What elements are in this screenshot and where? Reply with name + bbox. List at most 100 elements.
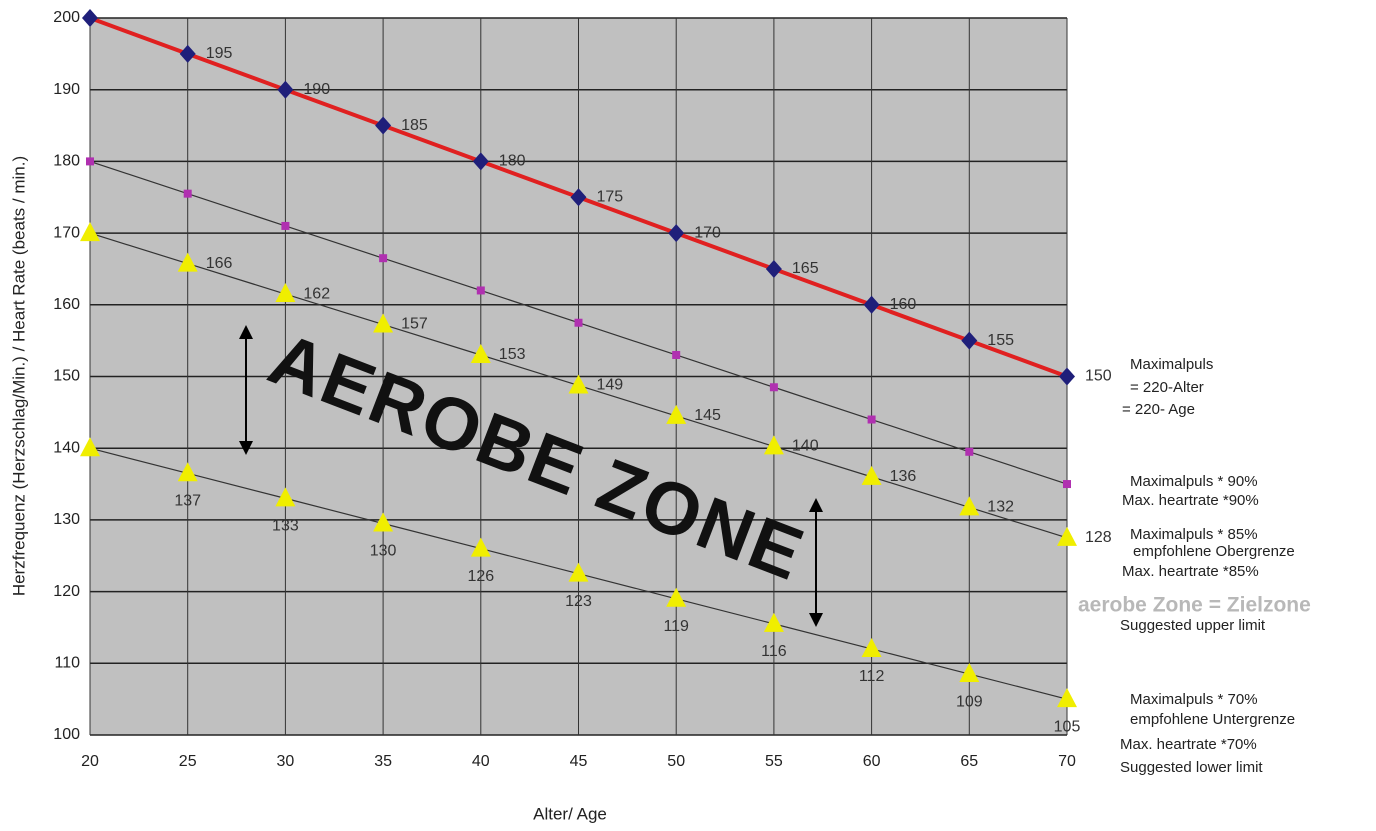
x-tick-label: 70 — [1058, 753, 1076, 770]
data-label: 132 — [987, 499, 1014, 516]
x-tick-label: 60 — [863, 753, 881, 770]
marker — [672, 350, 681, 359]
y-tick-label: 140 — [53, 439, 80, 456]
x-tick-label: 25 — [179, 753, 197, 770]
marker — [574, 318, 583, 327]
x-tick-label: 35 — [374, 753, 392, 770]
data-label: 145 — [694, 407, 721, 424]
data-label: 137 — [174, 493, 201, 510]
y-tick-label: 120 — [53, 583, 80, 600]
marker — [472, 152, 489, 171]
x-tick-label: 40 — [472, 753, 490, 770]
marker — [568, 562, 589, 582]
marker — [80, 222, 100, 242]
x-tick-label: 45 — [570, 753, 588, 770]
x-tick-label: 30 — [277, 753, 295, 770]
marker — [965, 447, 974, 456]
y-tick-label: 150 — [53, 368, 80, 385]
x-axis-title: Alter/ Age — [533, 804, 607, 823]
y-tick-label: 190 — [53, 81, 80, 98]
series-note: Suggested lower limit — [1120, 759, 1263, 776]
marker — [668, 224, 685, 243]
marker — [863, 295, 880, 314]
data-label: 170 — [694, 224, 721, 241]
marker — [177, 252, 198, 272]
data-label: 109 — [956, 693, 983, 710]
x-tick-label: 65 — [960, 753, 978, 770]
marker — [275, 487, 296, 507]
data-label: 150 — [1085, 368, 1112, 385]
marker — [867, 415, 876, 424]
x-tick-label: 55 — [765, 753, 783, 770]
series-note: Suggested upper limit — [1120, 617, 1266, 634]
x-tick-label: 20 — [81, 753, 99, 770]
data-label: 153 — [499, 346, 526, 363]
data-label: 162 — [303, 285, 330, 302]
marker — [82, 9, 98, 27]
y-tick-label: 160 — [53, 296, 80, 313]
data-label: 195 — [206, 45, 233, 62]
series-note: Maximalpuls * 70% — [1130, 691, 1258, 708]
marker — [275, 283, 296, 303]
series-note: Maximalpuls * 90% — [1130, 473, 1258, 490]
marker — [666, 404, 687, 424]
data-label: 175 — [597, 188, 624, 205]
series-note: empfohlene Obergrenze — [1133, 543, 1295, 560]
marker — [861, 465, 882, 485]
x-tick-label: 50 — [667, 753, 685, 770]
data-label: 140 — [792, 438, 819, 455]
series-note: Maximalpuls — [1130, 356, 1213, 373]
marker — [959, 663, 980, 683]
series-note: Max. heartrate *85% — [1122, 563, 1259, 580]
marker — [373, 313, 394, 333]
marker — [470, 343, 491, 363]
marker — [666, 587, 687, 607]
marker — [183, 189, 192, 198]
data-label: 160 — [890, 296, 917, 313]
series-note: Maximalpuls * 85% — [1130, 526, 1258, 543]
data-label: 128 — [1085, 529, 1112, 546]
series-note: empfohlene Untergrenze — [1130, 711, 1295, 728]
series-note: Max. heartrate *70% — [1120, 736, 1257, 753]
data-label: 133 — [272, 518, 299, 535]
data-label: 166 — [206, 255, 233, 272]
data-label: 105 — [1054, 718, 1081, 735]
zone-note: aerobe Zone = Zielzone — [1078, 594, 1311, 617]
marker — [959, 496, 980, 516]
data-label: 112 — [859, 668, 885, 685]
marker — [379, 254, 388, 263]
data-label: 123 — [565, 593, 592, 610]
marker — [277, 80, 294, 99]
marker — [769, 383, 778, 392]
marker — [86, 157, 94, 166]
marker — [570, 188, 587, 207]
marker — [861, 637, 882, 657]
series-note: = 220- Age — [1122, 401, 1195, 418]
marker — [281, 221, 290, 230]
data-label: 126 — [467, 568, 494, 585]
marker — [961, 331, 978, 350]
y-tick-label: 180 — [53, 153, 80, 170]
marker — [179, 44, 196, 63]
marker — [80, 437, 100, 457]
data-label: 119 — [663, 618, 689, 635]
y-tick-label: 130 — [53, 511, 80, 528]
series-note: Max. heartrate *90% — [1122, 492, 1259, 509]
y-tick-label: 110 — [54, 655, 80, 672]
data-label: 136 — [890, 468, 917, 485]
series-note: = 220-Alter — [1130, 379, 1204, 396]
data-label: 116 — [761, 643, 787, 660]
marker — [1057, 526, 1077, 546]
marker — [373, 512, 394, 532]
y-tick-label: 170 — [53, 224, 80, 241]
data-label: 155 — [987, 332, 1014, 349]
marker — [763, 612, 784, 632]
marker — [476, 286, 485, 295]
marker — [765, 259, 782, 278]
data-label: 149 — [597, 377, 624, 394]
data-label: 185 — [401, 117, 428, 134]
marker — [177, 462, 198, 482]
marker — [763, 435, 784, 455]
marker — [1059, 367, 1075, 386]
